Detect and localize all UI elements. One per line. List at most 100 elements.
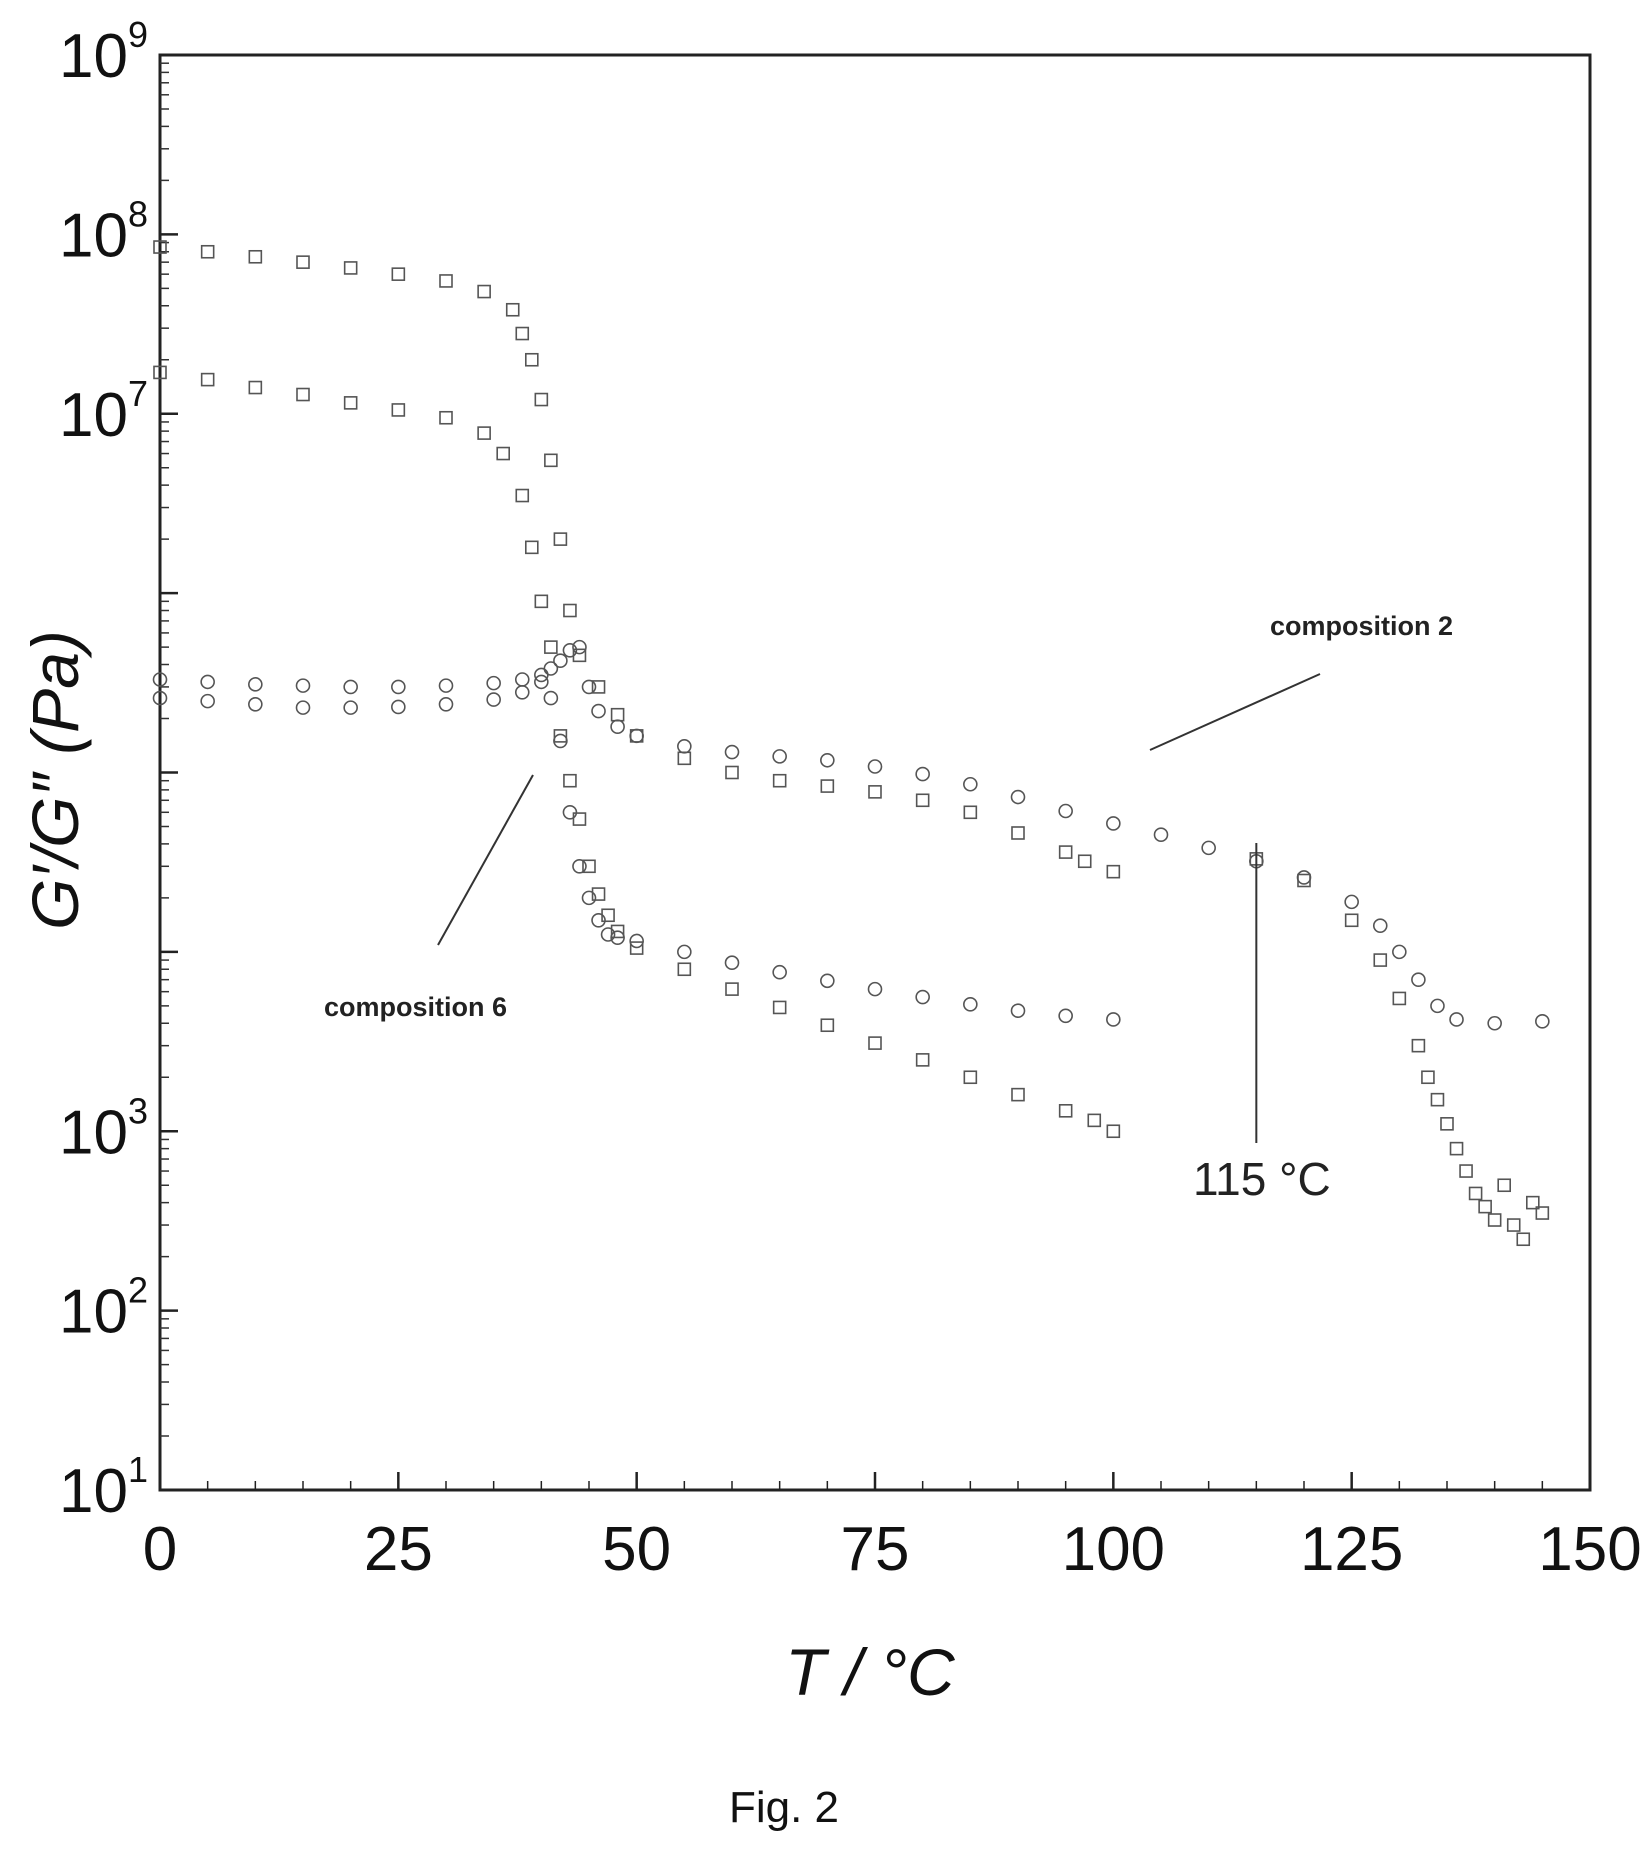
data-point-square (677, 751, 692, 766)
annotation-leader-line (1149, 673, 1321, 751)
series-2 (152, 674, 1121, 1027)
data-point-square (1497, 1178, 1511, 1193)
data-point-circle (295, 700, 311, 715)
data-point-circle (867, 759, 883, 774)
data-point-circle (391, 699, 406, 715)
data-point-square (1058, 845, 1073, 859)
data-point-square (725, 982, 739, 996)
data-point-circle (600, 927, 616, 942)
data-point-circle (1535, 1014, 1550, 1029)
data-point-square (1106, 864, 1121, 879)
data-point-circle (438, 678, 454, 693)
data-point-circle (1010, 789, 1026, 805)
x-tick-label: 150 (1538, 1515, 1641, 1584)
data-point-square (1459, 1164, 1473, 1178)
data-point-square (1344, 913, 1359, 928)
data-point-circle (553, 653, 568, 669)
data-point-circle (1153, 827, 1169, 843)
data-point-square (296, 255, 310, 269)
data-point-circle (963, 776, 978, 792)
data-point-circle (963, 997, 978, 1012)
annotations: composition 2 composition 6 115 °C (324, 611, 1453, 1205)
data-point-circle (200, 674, 215, 690)
y-tick-label: 108 (59, 193, 148, 270)
annotation-leader-line (437, 774, 534, 946)
data-point-circle (772, 964, 787, 980)
data-point-circle (543, 690, 559, 706)
data-point-circle (1344, 894, 1359, 910)
data-point-circle (534, 674, 549, 690)
data-point-circle (610, 719, 625, 735)
data-point-circle (152, 690, 168, 706)
data-point-circle (591, 912, 606, 928)
data-point-square (1011, 1087, 1025, 1102)
data-point-square (1058, 1104, 1073, 1118)
data-point-square (591, 680, 606, 694)
data-point-square (544, 453, 558, 468)
data-point-square (772, 773, 787, 788)
data-point-square (572, 812, 587, 826)
data-point-square (524, 352, 539, 367)
data-point-circle (248, 677, 263, 692)
data-point-circle (1058, 1008, 1073, 1024)
data-point-square (563, 773, 577, 788)
data-point-square (1297, 873, 1311, 888)
y-tick-label: 101 (59, 1449, 148, 1526)
data-point-square (963, 805, 978, 820)
x-tick-label: 25 (364, 1515, 433, 1584)
data-point-square (200, 244, 215, 259)
data-point-square (1430, 1092, 1445, 1107)
data-point-circle (724, 955, 740, 971)
data-point-square (496, 446, 511, 461)
data-point-circle (572, 858, 587, 874)
data-point-square (1411, 1038, 1426, 1053)
data-point-circle (514, 684, 530, 700)
series-5 (1249, 852, 1550, 1247)
data-point-circle (1010, 1003, 1026, 1018)
y-tick-label: 107 (59, 373, 148, 450)
data-point-circle (486, 692, 501, 707)
data-point-square (515, 326, 530, 341)
data-point-square (343, 396, 358, 410)
data-point-square (477, 284, 491, 299)
data-point-square (1506, 1218, 1521, 1232)
data-point-square (1373, 953, 1388, 967)
data-point-circle (820, 973, 835, 989)
x-axis-title: T / °C (785, 1635, 956, 1709)
y-axis-title: G′/G″ (Pa) (18, 630, 92, 930)
data-point-square (439, 410, 453, 425)
data-point-square (629, 941, 644, 955)
data-point-square (610, 707, 625, 722)
data-point-square (1516, 1232, 1531, 1247)
data-series (152, 240, 1550, 1247)
data-point-circle (1106, 816, 1121, 831)
data-point-circle (553, 733, 568, 749)
data-point-square (963, 1070, 978, 1085)
data-point-square (1449, 1141, 1464, 1156)
data-point-circle (677, 944, 692, 960)
data-point-circle (1430, 998, 1445, 1014)
data-point-circle (1411, 972, 1426, 987)
x-tick-label: 50 (602, 1515, 671, 1584)
data-point-square (524, 540, 539, 555)
data-point-square (591, 887, 606, 901)
data-point-circle (343, 700, 358, 715)
data-point-square (505, 302, 520, 317)
data-point-square (725, 765, 739, 780)
x-tick-label: 0 (143, 1515, 177, 1584)
data-point-square (534, 594, 549, 609)
data-point-circle (915, 766, 930, 782)
data-point-circle (1296, 870, 1312, 885)
annotation-composition-2: composition 2 (1270, 611, 1453, 641)
data-point-square (915, 1053, 930, 1067)
annotation-115-degrees: 115 °C (1193, 1153, 1331, 1205)
data-point-square (563, 603, 577, 618)
y-tick-label: 102 (59, 1270, 148, 1347)
data-point-square (1421, 1070, 1435, 1085)
data-point-circle (200, 693, 215, 709)
data-point-square (820, 1018, 835, 1033)
data-point-square (610, 924, 625, 939)
data-point-circle (343, 679, 358, 695)
data-point-circle (152, 672, 168, 687)
